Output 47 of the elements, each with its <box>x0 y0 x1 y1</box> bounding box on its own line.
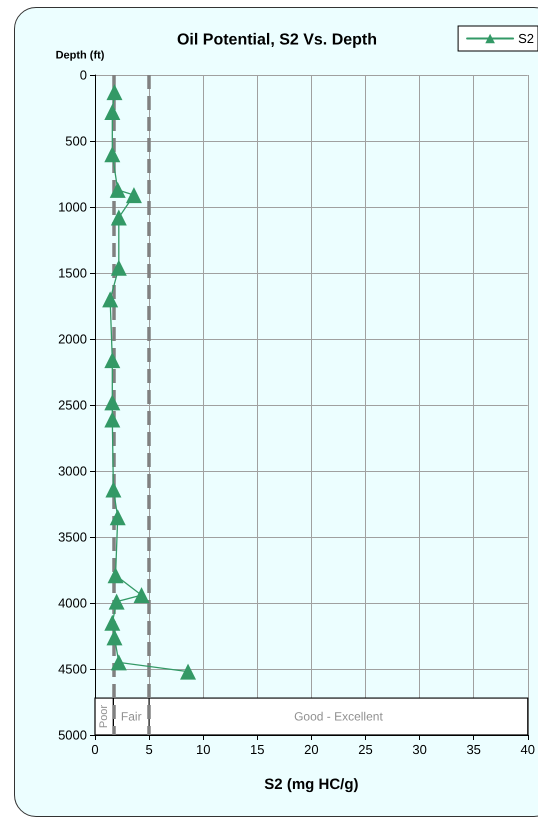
y-tick-label: 5000 <box>58 728 87 742</box>
x-tick-label: 5 <box>145 742 153 757</box>
point <box>126 187 142 204</box>
x-tick-label: 10 <box>196 742 210 757</box>
y-tick-label: 4000 <box>58 596 87 610</box>
point <box>110 654 127 670</box>
y-tick-label: 4500 <box>58 662 87 676</box>
x-axis-title: S2 (mg HC/g) <box>264 776 358 793</box>
point <box>105 481 122 498</box>
point <box>104 394 120 410</box>
y-tick-label: 1000 <box>58 200 87 214</box>
point <box>110 260 127 276</box>
y-axis-title: Depth (ft) <box>56 50 105 62</box>
point <box>104 412 120 428</box>
x-tick-label: 35 <box>466 742 481 757</box>
x-tick-label: 30 <box>412 742 427 757</box>
point <box>110 210 127 226</box>
chart-title: Oil Potential, S2 Vs. Depth <box>176 32 378 48</box>
y-tick-label: 3000 <box>58 464 87 478</box>
point <box>180 664 196 680</box>
point <box>104 104 120 120</box>
legend-label: S2 <box>518 31 534 46</box>
band-label: Fair <box>120 710 142 724</box>
y-tick-label: 3500 <box>58 530 87 544</box>
point <box>106 629 122 646</box>
band-label: Good - Excellent <box>294 710 384 724</box>
y-tick-label: 2500 <box>58 398 87 412</box>
y-tick-label: 2000 <box>58 332 87 346</box>
x-tick-label: 40 <box>520 742 536 757</box>
point <box>108 594 125 610</box>
point <box>110 182 126 198</box>
x-tick-label: 20 <box>304 742 319 757</box>
y-tick-label: 500 <box>65 134 87 148</box>
point <box>106 84 122 100</box>
x-tick-label: 25 <box>358 742 373 757</box>
point <box>134 587 150 604</box>
point <box>104 146 120 162</box>
band-label: Poor <box>98 704 110 728</box>
point <box>104 614 120 631</box>
point <box>110 509 126 526</box>
x-tick-label: 0 <box>91 742 99 757</box>
x-tick-label: 15 <box>250 742 265 757</box>
point <box>104 352 120 368</box>
point <box>108 567 124 584</box>
point <box>102 291 118 308</box>
y-tick-label: 1500 <box>58 266 87 280</box>
y-tick-label: 0 <box>80 68 87 82</box>
